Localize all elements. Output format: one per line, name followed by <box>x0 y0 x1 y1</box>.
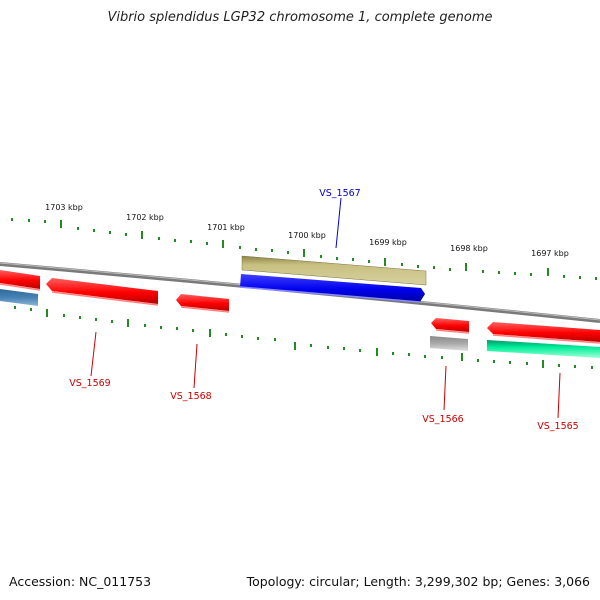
label-leaders <box>90 197 561 419</box>
tick-label: 1700 kbp <box>288 231 326 240</box>
tick-label: 1697 kbp <box>531 249 569 258</box>
leader-vs-1565 <box>557 372 561 419</box>
gene-grey[interactable] <box>430 336 468 351</box>
gene-red-left-edge[interactable] <box>0 270 40 289</box>
outer-tick-row <box>11 218 597 280</box>
tick-label: 1702 kbp <box>126 213 164 222</box>
gene-labels: VS_1567 VS_1569 VS_1568 VS_1566 VS_1565 <box>69 188 578 432</box>
genome-summary: Topology: circular; Length: 3,299,302 bp… <box>246 574 590 589</box>
map-title: Vibrio splendidus LGP32 chromosome 1, co… <box>107 10 493 25</box>
tick-labels: 1703 kbp 1702 kbp 1701 kbp 1700 kbp 1699… <box>45 203 569 258</box>
minus-strand-genes <box>0 270 600 358</box>
gene-label-vs-1566[interactable]: VS_1566 <box>422 414 463 425</box>
gene-vs-1566[interactable] <box>431 318 469 332</box>
inner-tick-row <box>14 306 593 369</box>
gene-vs-1567[interactable] <box>240 274 425 302</box>
gene-teal[interactable] <box>487 340 600 358</box>
tick-label: 1698 kbp <box>450 244 488 253</box>
gene-label-vs-1568[interactable]: VS_1568 <box>170 391 211 402</box>
leader-vs-1569 <box>90 331 97 377</box>
gene-label-vs-1569[interactable]: VS_1569 <box>69 378 110 389</box>
tick-label: 1703 kbp <box>45 203 83 212</box>
tick-label: 1699 kbp <box>369 238 407 247</box>
gene-vs-1568[interactable] <box>176 294 229 311</box>
gene-label-vs-1567[interactable]: VS_1567 <box>319 188 360 199</box>
leader-vs-1568 <box>193 343 198 389</box>
leader-vs-1567 <box>335 197 342 249</box>
gene-label-vs-1565[interactable]: VS_1565 <box>537 421 578 432</box>
gene-vs-1569[interactable] <box>46 278 158 304</box>
tick-label: 1701 kbp <box>207 223 245 232</box>
accession-label: Accession: NC_011753 <box>9 574 152 589</box>
plus-strand-genes <box>239 255 427 303</box>
leader-vs-1566 <box>443 365 447 411</box>
gene-vs-1565[interactable] <box>487 322 600 342</box>
gene-steelblue-left-edge[interactable] <box>0 289 38 306</box>
gene-khaki[interactable] <box>241 255 427 286</box>
